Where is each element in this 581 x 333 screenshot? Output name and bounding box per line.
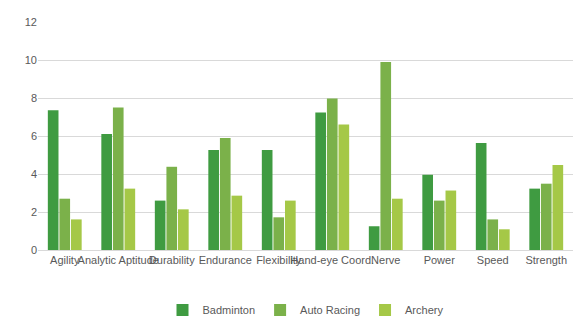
svg-text:Hand-eye Coord.: Hand-eye Coord. (290, 254, 374, 266)
svg-text:Archery: Archery (405, 304, 443, 316)
svg-text:2: 2 (31, 206, 37, 218)
svg-text:6: 6 (31, 130, 37, 142)
svg-text:0: 0 (31, 244, 37, 256)
svg-text:Flexibility: Flexibility (256, 254, 302, 266)
svg-text:Auto Racing: Auto Racing (300, 304, 360, 316)
svg-text:Badminton: Badminton (203, 304, 256, 316)
svg-text:Durability: Durability (149, 254, 195, 266)
svg-text:Agility: Agility (50, 254, 80, 266)
svg-text:4: 4 (31, 168, 37, 180)
svg-text:Power: Power (424, 254, 456, 266)
svg-text:Nerve: Nerve (371, 254, 400, 266)
svg-text:Speed: Speed (477, 254, 509, 266)
svg-text:12: 12 (25, 16, 37, 28)
svg-text:Analytic Aptitude: Analytic Aptitude (78, 254, 159, 266)
svg-text:Strength: Strength (525, 254, 567, 266)
svg-text:8: 8 (31, 92, 37, 104)
svg-text:Endurance: Endurance (199, 254, 252, 266)
svg-text:10: 10 (25, 54, 37, 66)
